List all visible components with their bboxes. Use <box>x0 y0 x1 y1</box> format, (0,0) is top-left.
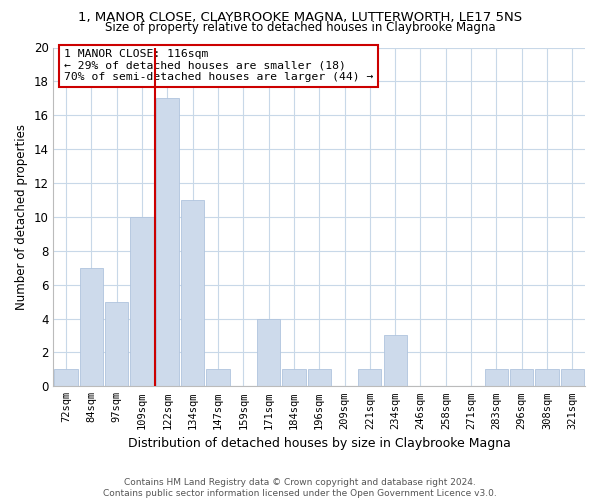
Bar <box>181 200 204 386</box>
Bar <box>130 217 154 386</box>
Bar <box>282 370 305 386</box>
Bar <box>55 370 78 386</box>
Bar <box>308 370 331 386</box>
Bar <box>206 370 230 386</box>
Bar <box>257 318 280 386</box>
Bar <box>560 370 584 386</box>
Bar <box>510 370 533 386</box>
Bar <box>105 302 128 386</box>
Text: 1 MANOR CLOSE: 116sqm
← 29% of detached houses are smaller (18)
70% of semi-deta: 1 MANOR CLOSE: 116sqm ← 29% of detached … <box>64 49 373 82</box>
Text: Contains HM Land Registry data © Crown copyright and database right 2024.
Contai: Contains HM Land Registry data © Crown c… <box>103 478 497 498</box>
Text: Size of property relative to detached houses in Claybrooke Magna: Size of property relative to detached ho… <box>104 22 496 35</box>
Bar <box>358 370 382 386</box>
Bar <box>155 98 179 387</box>
Bar <box>383 336 407 386</box>
Y-axis label: Number of detached properties: Number of detached properties <box>15 124 28 310</box>
Bar <box>485 370 508 386</box>
X-axis label: Distribution of detached houses by size in Claybrooke Magna: Distribution of detached houses by size … <box>128 437 511 450</box>
Bar <box>80 268 103 386</box>
Bar <box>535 370 559 386</box>
Text: 1, MANOR CLOSE, CLAYBROOKE MAGNA, LUTTERWORTH, LE17 5NS: 1, MANOR CLOSE, CLAYBROOKE MAGNA, LUTTER… <box>78 11 522 24</box>
